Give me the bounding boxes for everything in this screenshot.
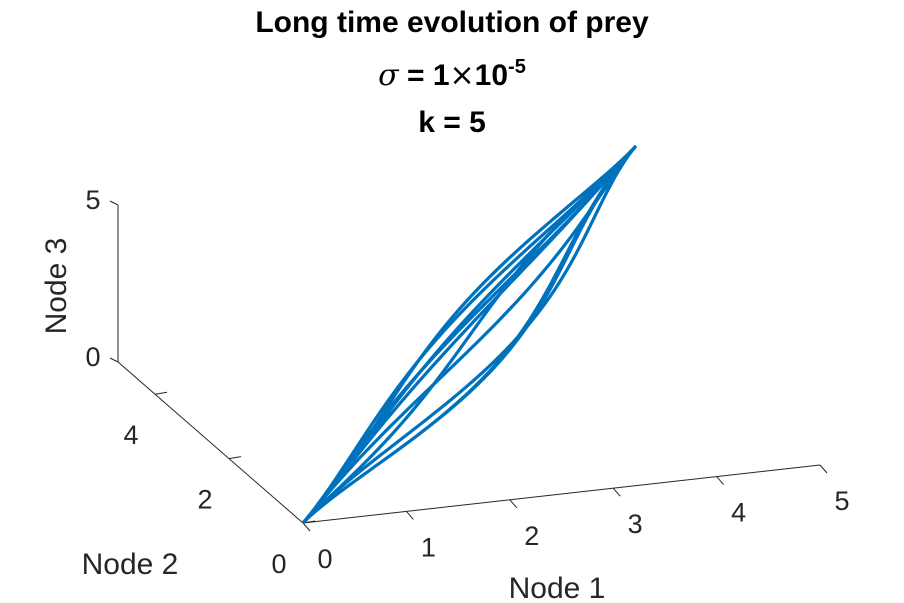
y-axis-line: [117, 361, 304, 524]
x-tick-label: 1: [421, 532, 436, 562]
times-symbol: ×: [449, 58, 475, 93]
power-base: 10: [474, 59, 509, 92]
y-tick-label: 0: [271, 549, 286, 579]
x-tick-label: 2: [524, 521, 539, 551]
x-tick-mark: [716, 476, 724, 485]
chart-title-line-1: Long time evolution of prey: [255, 6, 649, 39]
x-tick-mark: [612, 487, 621, 497]
chart-title-line-2: σ = 1×10-5: [0, 56, 904, 93]
y-tick-label: 4: [123, 420, 138, 450]
chart-title-line-3: k = 5: [418, 106, 486, 139]
data-layer: [301, 145, 637, 525]
y-tick-label: 2: [197, 485, 212, 515]
axes-layer: [109, 200, 828, 532]
y-tick-mark: [154, 391, 168, 395]
x-axis-label: Node 1: [509, 572, 606, 603]
z-tick-label: 5: [85, 185, 100, 215]
z-tick-mark: [109, 357, 119, 363]
y-tick-mark: [228, 456, 242, 460]
orbit-line-5: [301, 145, 637, 525]
x-tick-mark: [406, 511, 414, 520]
z-axis-label: Node 3: [40, 238, 73, 335]
x-tick-mark: [509, 499, 518, 509]
x-tick-label: 5: [834, 486, 849, 516]
equals-one: = 1: [398, 59, 450, 92]
power-exponent: -5: [508, 56, 526, 78]
x-tick-label: 0: [317, 544, 332, 574]
x-tick-label: 4: [731, 498, 746, 528]
label-layer: 0 1 2 3 4 5 0 2 4 0 5 Node 1 Node 2 Node 3: [40, 185, 850, 603]
sigma-symbol: σ: [378, 58, 399, 93]
z-tick-label: 0: [85, 342, 100, 372]
y-axis-label: Node 2: [82, 548, 179, 581]
x-tick-label: 3: [628, 509, 643, 539]
x-tick-mark: [302, 522, 311, 532]
x-axis-line: [302, 464, 821, 524]
z-tick-mark: [109, 200, 119, 206]
x-tick-mark: [819, 464, 828, 474]
